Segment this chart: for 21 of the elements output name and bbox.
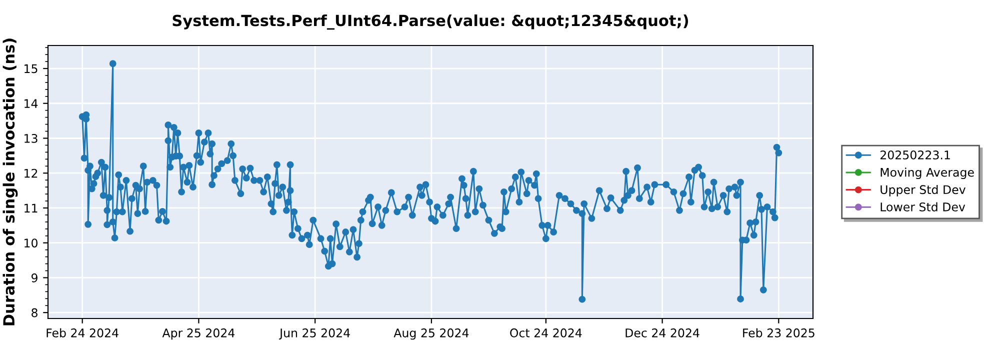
x-tick-label: Dec 24 2024 — [626, 328, 700, 338]
y-tick-label: 12 — [24, 168, 38, 178]
y-tick-label: 11 — [24, 204, 38, 212]
x-tick-label: Jun 25 2024 — [278, 328, 350, 340]
y-tick-label: 10 — [24, 238, 38, 248]
y-tick-label: 14 — [24, 99, 38, 108]
y-axis-title: Duration of single invocation (ns) — [2, 38, 18, 326]
x-tick-label: Aug 25 2024 — [394, 328, 469, 340]
y-tick-label: 9 — [32, 273, 38, 282]
x-tick-label: Feb 24 2024 — [46, 328, 118, 338]
y-tick-label: 8 — [32, 308, 38, 318]
legend-label: Moving Average — [880, 168, 974, 180]
y-tick-label: 13 — [24, 134, 38, 143]
x-tick-label: Feb 23 2025 — [743, 328, 814, 338]
legend-label: 20250223.1 — [880, 150, 950, 160]
chart-title: System.Tests.Perf_UInt64.Parse(value: &quot;12345&quot;) — [172, 14, 688, 30]
legend-label: Lower Std Dev — [880, 202, 966, 212]
x-tick-label: Oct 24 2024 — [510, 328, 582, 338]
y-tick-label: 15 — [24, 64, 38, 74]
legend-label: Upper Std Dev — [880, 184, 966, 196]
x-tick-label: Apr 25 2024 — [162, 328, 235, 340]
